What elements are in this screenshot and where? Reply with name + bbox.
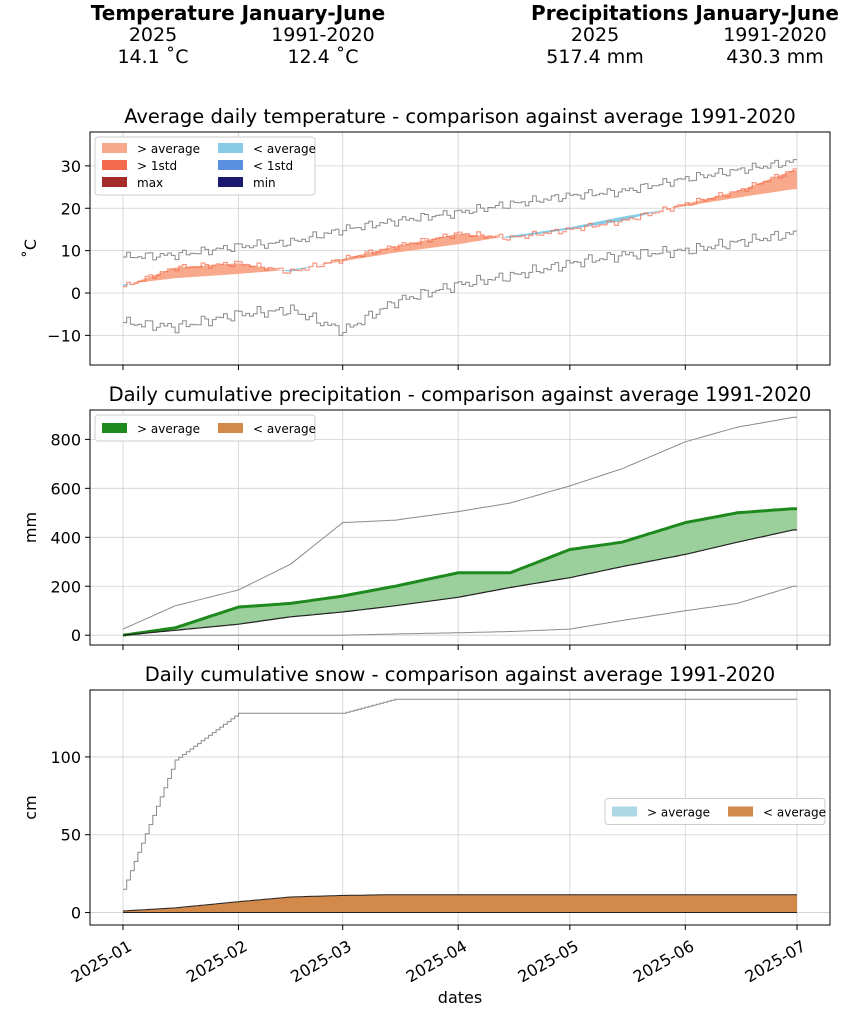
y-tick-label: 0 — [71, 626, 81, 645]
y-tick-label: 0 — [71, 284, 81, 303]
legend-label: < average — [253, 142, 316, 156]
legend-swatch — [218, 177, 243, 187]
legend-swatch — [218, 143, 243, 153]
y-tick-label: 400 — [50, 528, 81, 547]
y-axis-label: cm — [21, 795, 40, 819]
precipitation-summary: Precipitations January-June 2025 1991-20… — [520, 2, 850, 68]
legend-label: > average — [137, 142, 200, 156]
legend: > average < average > 1std < 1std max min — [94, 136, 316, 196]
precipitation-summary-labels: 2025 1991-2020 — [520, 24, 850, 46]
temperature-summary-title: Temperature January-June — [90, 1, 386, 25]
max-envelope-line — [123, 159, 797, 261]
precipitation-col2-label: 1991-2020 — [723, 24, 827, 46]
legend-swatch — [218, 160, 243, 170]
precipitation-normal-value: 430.3 mm — [726, 46, 824, 68]
chart-title: Average daily temperature - comparison a… — [124, 105, 796, 128]
y-axis-label: ˚C — [21, 239, 40, 258]
temperature-summary-values: 14.1 ˚C 12.4 ˚C — [78, 46, 398, 68]
legend: > average < average — [604, 798, 826, 825]
precipitation-col1-label: 2025 — [570, 24, 620, 46]
y-tick-label: 10 — [61, 242, 81, 261]
temperature-summary: Temperature January-June 2025 1991-2020 … — [78, 2, 398, 68]
y-tick-label: 0 — [71, 904, 81, 923]
x-tick-label: 2025-03 — [287, 936, 354, 986]
legend-swatch — [218, 423, 243, 433]
precipitation-summary-values: 517.4 mm 430.3 mm — [520, 46, 850, 68]
x-tick-label: 2025-04 — [403, 936, 470, 986]
y-tick-label: 100 — [50, 748, 81, 767]
plot-frame — [89, 409, 831, 646]
legend-label: > average — [137, 422, 200, 436]
min-envelope-line — [123, 585, 797, 636]
temperature-col1-label: 2025 — [128, 24, 178, 46]
legend-swatch — [612, 806, 637, 817]
x-axis-label: dates — [438, 988, 482, 1007]
legend-label: min — [253, 176, 276, 190]
legend-label: max — [137, 176, 163, 190]
legend-label: < average — [253, 422, 316, 436]
chart-panel-3: Daily cumulative snow - comparison again… — [21, 663, 831, 930]
y-tick-label: −10 — [47, 326, 81, 345]
legend-swatch — [102, 177, 127, 187]
legend-label: > average — [647, 806, 710, 820]
legend-swatch — [102, 143, 127, 153]
y-tick-label: 20 — [61, 199, 81, 218]
above-average-fill — [123, 170, 797, 285]
y-tick-label: 50 — [61, 826, 81, 845]
x-tick-label: 2025-06 — [630, 936, 697, 986]
legend-box — [604, 798, 826, 825]
y-axis-label: mm — [21, 512, 40, 543]
chart-title: Daily cumulative precipitation - compari… — [109, 383, 812, 406]
plot-area — [122, 698, 797, 914]
x-tick-label: 2025-02 — [183, 936, 250, 986]
below-average-fill — [123, 894, 797, 913]
y-tick-label: 600 — [50, 479, 81, 498]
plot-area — [122, 416, 797, 637]
temperature-summary-labels: 2025 1991-2020 — [78, 24, 398, 46]
temperature-col2-label: 1991-2020 — [271, 24, 375, 46]
max-envelope-line — [123, 698, 797, 890]
legend-label: < 1std — [253, 159, 293, 173]
y-tick-label: 800 — [50, 430, 81, 449]
average-line — [122, 894, 797, 912]
x-tick-label: 2025-01 — [68, 936, 135, 986]
min-envelope-line — [123, 230, 797, 336]
legend-swatch — [728, 806, 753, 817]
legend-box — [94, 414, 316, 442]
temperature-2025-value: 14.1 ˚C — [117, 46, 189, 68]
cumulative-2025-line — [122, 507, 797, 637]
max-envelope-line — [122, 416, 797, 630]
y-tick-label: 200 — [50, 577, 81, 596]
average-line — [122, 529, 797, 636]
chart-title: Daily cumulative snow - comparison again… — [145, 663, 775, 686]
precipitation-2025-value: 517.4 mm — [546, 46, 644, 68]
daily-temperature-line — [123, 168, 797, 288]
x-tick-label: 2025-05 — [514, 936, 581, 986]
temperature-normal-value: 12.4 ˚C — [287, 46, 359, 68]
legend-label: < average — [763, 806, 826, 820]
legend-box — [94, 136, 316, 196]
plot-frame — [89, 131, 831, 366]
x-tick-label: 2025-07 — [742, 936, 809, 986]
legend-label: > 1std — [137, 159, 177, 173]
chart-panel-2: Daily cumulative precipitation - compari… — [21, 383, 831, 650]
precipitation-summary-title: Precipitations January-June — [531, 1, 839, 25]
legend: > average < average — [94, 414, 316, 442]
legend-swatch — [102, 423, 127, 433]
plot-frame — [89, 689, 831, 926]
chart-panel-1: Average daily temperature - comparison a… — [21, 105, 831, 370]
legend-swatch — [102, 160, 127, 170]
plot-area — [123, 159, 797, 336]
y-tick-label: 30 — [61, 157, 81, 176]
